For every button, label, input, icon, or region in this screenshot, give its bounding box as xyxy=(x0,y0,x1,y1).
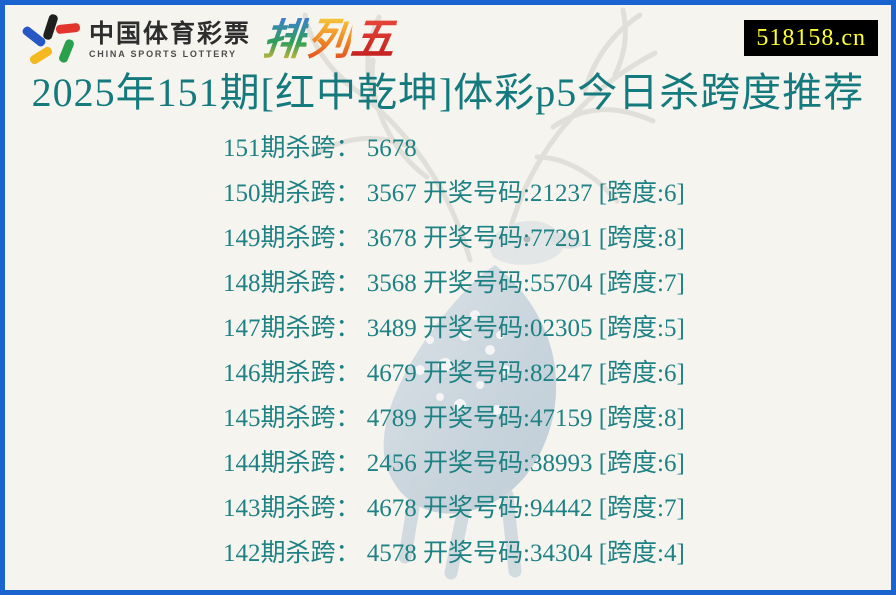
prediction-list: 151期杀跨： 5678 150期杀跨： 3567 开奖号码:21237 [跨度… xyxy=(223,126,685,576)
site-domain-badge: 518158.cn xyxy=(744,20,878,56)
page-title: 2025年151期[红中乾坤]体彩p5今日杀跨度推荐 xyxy=(31,70,865,115)
brand-name-en: CHINA SPORTS LOTTERY xyxy=(89,48,237,59)
prediction-row: 144期杀跨： 2456 开奖号码:38993 [跨度:6] xyxy=(223,450,685,477)
product-name-pailiewu: 排 列 五 xyxy=(260,15,398,64)
product-char: 排 xyxy=(260,15,310,64)
prediction-row: 146期杀跨： 4679 开奖号码:82247 [跨度:6] xyxy=(223,360,685,387)
sports-lottery-logo-icon xyxy=(20,13,81,66)
prediction-row: 143期杀跨： 4678 开奖号码:94442 [跨度:7] xyxy=(223,495,685,522)
prediction-row: 145期杀跨： 4789 开奖号码:47159 [跨度:8] xyxy=(223,405,685,432)
prediction-row-current: 151期杀跨： 5678 xyxy=(223,135,417,162)
brand-text: 中国体育彩票 CHINA SPORTS LOTTERY xyxy=(89,21,251,59)
product-char: 五 xyxy=(348,15,398,64)
logo-bar-green xyxy=(57,38,76,64)
brand-name-cn: 中国体育彩票 xyxy=(89,20,252,49)
logo-bar-red xyxy=(55,22,81,35)
prediction-row: 147期杀跨： 3489 开奖号码:02305 [跨度:5] xyxy=(223,315,685,342)
prediction-row: 148期杀跨： 3568 开奖号码:55704 [跨度:7] xyxy=(223,270,685,297)
logo-bar-yellow xyxy=(28,45,54,66)
prediction-row: 150期杀跨： 3567 开奖号码:21237 [跨度:6] xyxy=(223,180,685,207)
prediction-row: 149期杀跨： 3678 开奖号码:77291 [跨度:8] xyxy=(223,225,685,252)
prediction-row: 142期杀跨： 4578 开奖号码:34304 [跨度:4] xyxy=(223,540,685,567)
product-char: 列 xyxy=(304,15,354,64)
header: 中国体育彩票 CHINA SPORTS LOTTERY 排 列 五 xyxy=(20,13,398,66)
